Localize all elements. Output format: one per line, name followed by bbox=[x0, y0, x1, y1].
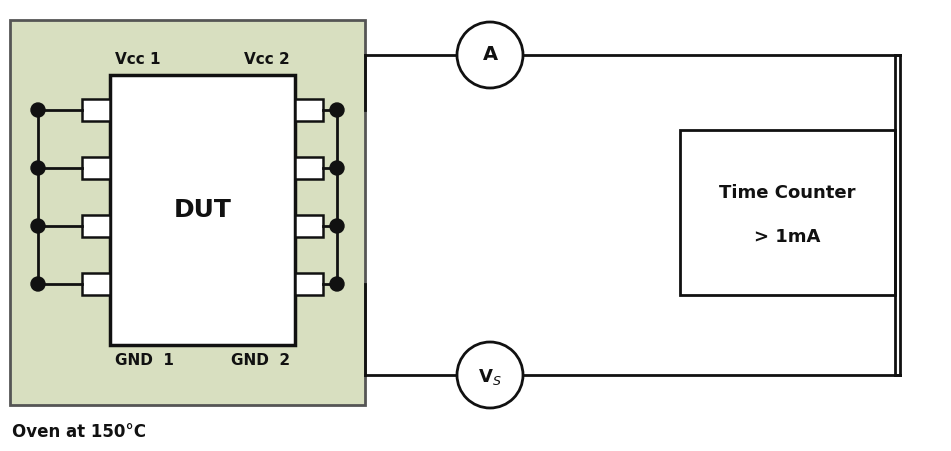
Text: DUT: DUT bbox=[174, 198, 231, 222]
Text: Oven at 150°C: Oven at 150°C bbox=[12, 423, 146, 441]
Circle shape bbox=[457, 22, 523, 88]
Bar bbox=[82, 273, 110, 295]
Bar bbox=[295, 215, 323, 237]
Text: V$_S$: V$_S$ bbox=[478, 367, 502, 387]
Circle shape bbox=[330, 161, 344, 175]
Bar bbox=[295, 99, 323, 121]
Circle shape bbox=[31, 219, 45, 233]
Bar bbox=[82, 157, 110, 179]
Text: A: A bbox=[482, 46, 497, 64]
Circle shape bbox=[330, 277, 344, 291]
Text: GND  1: GND 1 bbox=[115, 353, 174, 368]
Text: Vcc 2: Vcc 2 bbox=[244, 52, 290, 67]
Bar bbox=[82, 99, 110, 121]
Bar bbox=[82, 215, 110, 237]
Bar bbox=[110, 75, 295, 345]
Text: Time Counter: Time Counter bbox=[719, 184, 856, 202]
Text: > 1mA: > 1mA bbox=[754, 228, 821, 246]
Circle shape bbox=[31, 277, 45, 291]
Circle shape bbox=[330, 103, 344, 117]
Circle shape bbox=[457, 342, 523, 408]
Bar bbox=[680, 130, 895, 295]
Bar bbox=[295, 157, 323, 179]
Bar bbox=[295, 273, 323, 295]
Bar bbox=[10, 20, 365, 405]
Circle shape bbox=[31, 103, 45, 117]
Text: Vcc 1: Vcc 1 bbox=[115, 52, 161, 67]
Text: GND  2: GND 2 bbox=[231, 353, 290, 368]
Circle shape bbox=[330, 219, 344, 233]
Circle shape bbox=[31, 161, 45, 175]
